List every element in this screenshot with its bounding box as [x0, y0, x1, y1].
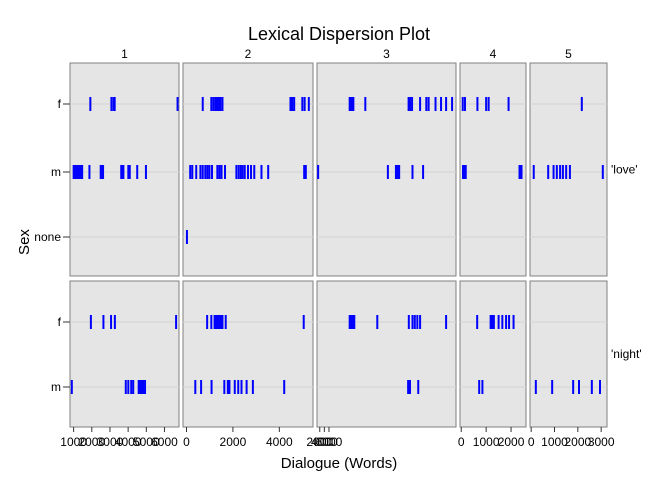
panel-r1-c1 — [69, 62, 180, 277]
x-tick-label: 0 — [528, 435, 535, 449]
marks-r2-c3 — [348, 315, 448, 394]
y-tick-label: m — [51, 165, 61, 179]
x-tick-label: 4000 — [266, 435, 293, 449]
x-tick-label: 3000 — [97, 435, 124, 449]
x-axis-title: Dialogue (Words) — [281, 455, 397, 472]
marks-r1-c2 — [185, 97, 310, 244]
column-strip-label: 2 — [245, 47, 252, 61]
panel-background — [316, 62, 457, 277]
panel-r2-c3 — [316, 280, 457, 428]
x-tick-label: 4000 — [115, 435, 142, 449]
row-strips: 'love' 'night' — [611, 163, 642, 362]
x-tick-label: 3000 — [588, 435, 615, 449]
marks-r2-c4 — [476, 315, 515, 394]
x-tick-label: 0 — [458, 435, 465, 449]
panel-background — [69, 280, 180, 428]
x-tick-label: 5000 — [133, 435, 160, 449]
marks-r1-c3 — [317, 97, 454, 179]
column-strip-label: 1 — [121, 47, 128, 61]
y-tick-label: f — [58, 315, 62, 329]
x-tick-label: 2000 — [564, 435, 591, 449]
panels-layer — [69, 62, 608, 428]
panel-r2-c2 — [182, 280, 314, 428]
column-strips: 1 2 3 4 5 — [121, 47, 572, 61]
y-axis: f m none f m — [34, 97, 70, 394]
x-tick-label: 2000 — [498, 435, 525, 449]
y-tick-label: f — [58, 97, 62, 111]
x-tick-label: 0 — [183, 435, 190, 449]
y-tick-label: m — [51, 380, 61, 394]
panel-background — [529, 280, 608, 428]
y-tick-label: none — [34, 230, 61, 244]
panel-background — [529, 62, 608, 277]
panel-r2-c5 — [529, 280, 608, 428]
x-tick-label: 6000 — [316, 435, 343, 449]
marks-r2-c1 — [70, 315, 178, 394]
panel-background — [182, 280, 314, 428]
marks-r2-c5 — [534, 380, 601, 394]
column-strip-label: 4 — [490, 47, 497, 61]
x-tick-label: 1000 — [541, 435, 568, 449]
marks-r1-c1 — [72, 97, 179, 179]
panel-r1-c3 — [316, 62, 457, 277]
x-tick-label: 2000 — [306, 435, 333, 449]
panel-background — [316, 280, 457, 428]
marks-r1-c5 — [532, 97, 604, 179]
row-strip-label: 'love' — [611, 163, 638, 177]
x-tick-label: 1000 — [60, 435, 87, 449]
x-tick-label: 4000 — [311, 435, 338, 449]
row-strip-label: 'night' — [611, 347, 642, 361]
marks-r2-c2 — [194, 315, 305, 394]
x-tick-label: 2000 — [220, 435, 247, 449]
panel-background — [459, 280, 527, 428]
column-strip-label: 3 — [383, 47, 390, 61]
x-tick-label: 2000 — [78, 435, 105, 449]
panel-background — [69, 62, 180, 277]
panel-r2-c4 — [459, 280, 527, 428]
panel-r1-c5 — [529, 62, 608, 277]
x-tick-label: 6000 — [151, 435, 178, 449]
panel-background — [459, 62, 527, 277]
x-tick-label: 1000 — [473, 435, 500, 449]
column-strip-label: 5 — [565, 47, 572, 61]
panel-r1-c4 — [459, 62, 527, 277]
marks-r1-c4 — [461, 97, 523, 179]
y-axis-title: Sex — [16, 229, 33, 255]
panel-r2-c1 — [69, 280, 180, 428]
chart-title: Lexical Dispersion Plot — [248, 24, 430, 44]
